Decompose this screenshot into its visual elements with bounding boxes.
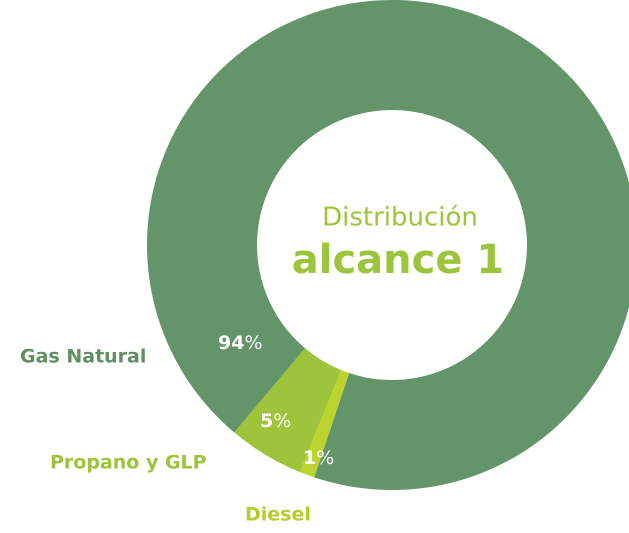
chart-title: Distribución [322, 203, 478, 233]
chart-subtitle: alcance 1 [292, 237, 504, 283]
value-unit: % [244, 332, 262, 354]
value-label: 5% [260, 410, 291, 432]
category-label: Gas Natural [20, 346, 146, 368]
value-unit: % [316, 447, 334, 469]
value-number: 1 [303, 447, 316, 469]
value-label: 1% [303, 447, 334, 469]
category-label: Diesel [245, 504, 311, 526]
donut-segment [147, 0, 629, 490]
value-number: 5 [260, 410, 273, 432]
value-label: 94% [218, 332, 263, 354]
donut-segment [234, 348, 342, 472]
value-unit: % [273, 410, 291, 432]
category-label: Propano y GLP [50, 452, 207, 474]
donut-segment [299, 370, 350, 478]
value-number: 94 [218, 332, 244, 354]
